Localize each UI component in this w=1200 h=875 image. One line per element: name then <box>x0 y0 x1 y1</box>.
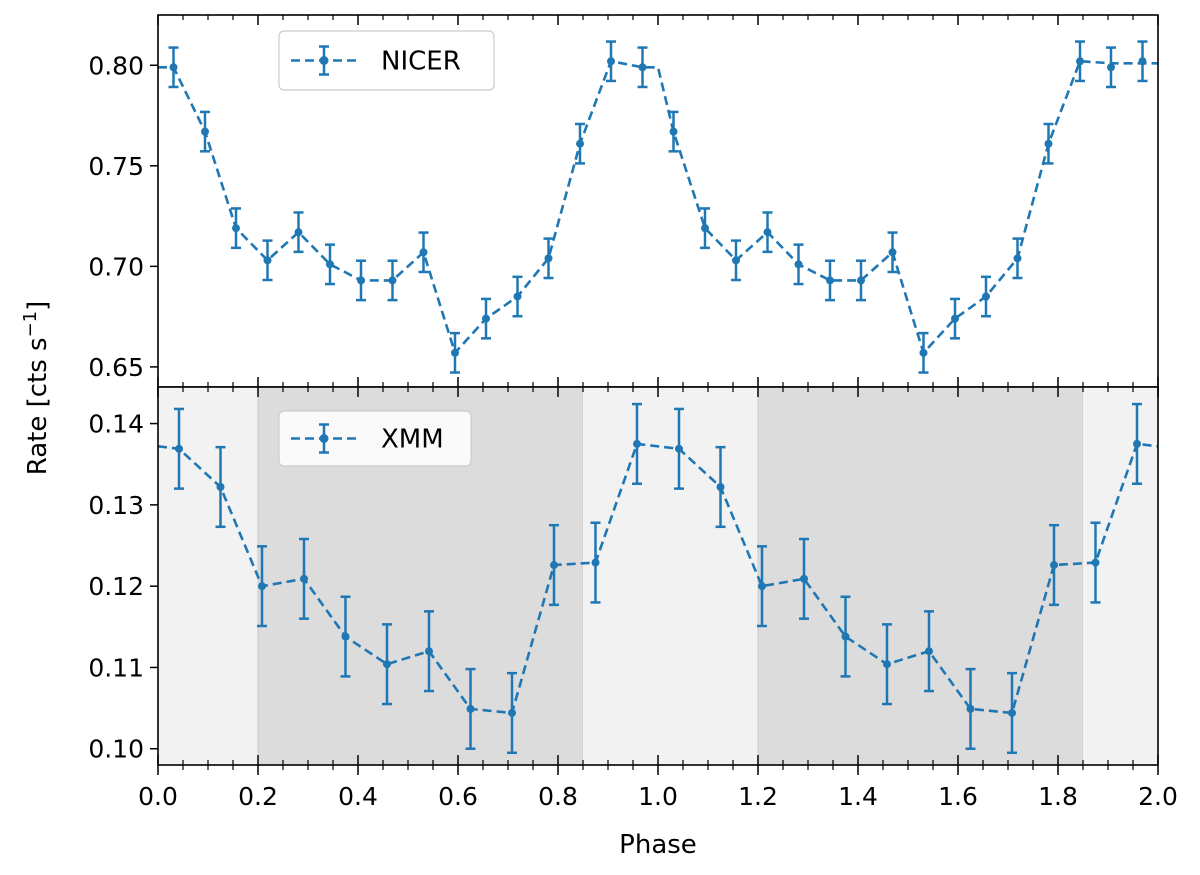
data-point <box>232 224 240 233</box>
data-point <box>638 63 647 72</box>
y-axis-title-close: ] <box>23 301 53 311</box>
series-line-nicer <box>158 59 1158 356</box>
data-point <box>794 260 803 269</box>
x-tick-label: 1.6 <box>938 782 978 811</box>
data-point <box>544 254 553 263</box>
data-point <box>1091 558 1100 567</box>
data-point <box>341 632 350 641</box>
phase-band-light-2 <box>583 387 758 765</box>
data-point <box>326 260 334 269</box>
x-tick-label: 0.6 <box>438 782 478 811</box>
y-tick-label: 0.10 <box>88 735 144 764</box>
data-point <box>1044 139 1053 148</box>
y-tick-label: 0.65 <box>88 353 144 382</box>
panels-layer: 0.650.700.750.80 NICER0.100.110.120.130.1… <box>88 14 1178 811</box>
data-point <box>419 248 428 257</box>
data-point <box>701 224 709 233</box>
data-point <box>451 348 459 357</box>
data-point <box>857 276 865 285</box>
data-point <box>925 647 933 656</box>
series-line-xmm <box>157 442 1159 715</box>
x-tick-label: 0.4 <box>338 782 378 811</box>
x-axis-title: Phase <box>619 830 697 860</box>
x-tick-label: 2.0 <box>1138 782 1178 811</box>
y-tick-label: 0.70 <box>88 252 144 281</box>
data-point <box>633 439 641 448</box>
data-point <box>513 292 522 301</box>
x-tick-label: 0.8 <box>538 782 578 811</box>
y-tick-label: 0.12 <box>88 572 144 601</box>
data-point <box>826 276 834 285</box>
data-point <box>919 348 928 357</box>
data-point <box>1107 63 1115 72</box>
data-point <box>263 256 272 265</box>
legend-label: NICER <box>381 47 461 77</box>
panel-nicer: 0.65 0.70 0.75 0.80 NICER <box>88 14 1159 397</box>
data-point <box>883 660 891 669</box>
data-point <box>716 482 725 491</box>
data-point <box>966 704 975 713</box>
data-point <box>669 127 678 136</box>
legend-box <box>278 30 495 91</box>
x-tick-label: 1.4 <box>838 782 878 811</box>
data-point <box>576 139 584 148</box>
y-tick-label: 0.75 <box>88 152 144 181</box>
x-tick-label: 1.0 <box>638 782 678 811</box>
data-point <box>258 582 266 591</box>
data-point <box>1133 439 1141 448</box>
data-point <box>982 292 990 301</box>
data-point <box>888 248 897 257</box>
y-axis-title: Rate [cts s−1] <box>20 301 53 476</box>
data-point <box>1138 57 1147 66</box>
data-point <box>175 444 183 453</box>
x-tick-label: 1.2 <box>738 782 778 811</box>
data-point <box>169 63 178 72</box>
data-point <box>357 276 365 285</box>
data-point <box>675 444 683 453</box>
legend-swatch-marker <box>319 56 329 65</box>
data-point <box>591 558 600 567</box>
data-point <box>482 314 490 323</box>
data-point <box>383 660 391 669</box>
y-tick-label: 0.80 <box>88 51 144 80</box>
y-axis-title-exponent: −1 <box>20 311 41 338</box>
data-point <box>216 482 225 491</box>
data-point <box>1050 561 1058 570</box>
legend-label: XMM <box>381 425 444 455</box>
legend-swatch-marker <box>319 434 329 443</box>
y-axis-title-main: Rate [cts s <box>23 337 53 475</box>
y-tick-label: 0.14 <box>88 410 144 439</box>
data-point <box>388 276 397 285</box>
data-point <box>294 228 303 237</box>
data-point <box>732 256 740 265</box>
data-point <box>763 228 772 237</box>
data-point <box>466 704 475 713</box>
data-point <box>1008 708 1016 717</box>
data-point <box>508 708 516 717</box>
data-point <box>1076 57 1084 66</box>
phase-band-light-0 <box>158 387 258 765</box>
data-point <box>841 632 850 641</box>
data-point <box>425 647 433 656</box>
data-point <box>607 57 615 66</box>
y-tick-label: 0.13 <box>88 491 144 520</box>
x-tick-label: 1.8 <box>1038 782 1078 811</box>
data-point <box>1013 254 1022 263</box>
data-point <box>951 314 959 323</box>
x-tick-label: 0.2 <box>238 782 278 811</box>
data-point <box>758 582 766 591</box>
panel-xmm: 0.10 0.11 0.12 0.13 0.14 XMM <box>88 386 1159 775</box>
phase-band-dark-3 <box>758 387 1083 765</box>
data-point <box>550 561 558 570</box>
data-point <box>800 574 808 583</box>
data-point <box>300 574 308 583</box>
x-tick-label: 0.0 <box>138 782 178 811</box>
data-point <box>201 127 209 136</box>
y-tick-label: 0.11 <box>88 653 144 682</box>
